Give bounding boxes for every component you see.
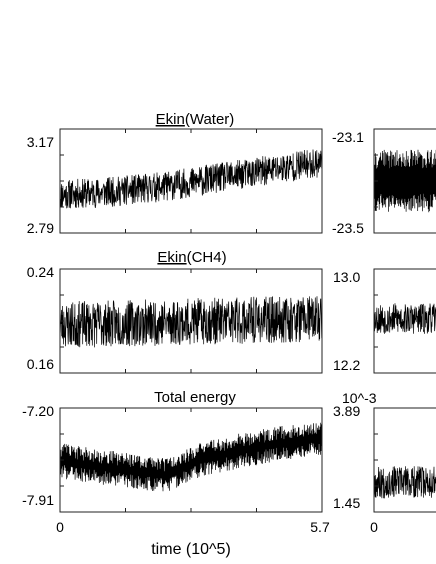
panel-ekin-ch4: Ekin(CH4) 0.24 0.16 xyxy=(27,249,323,374)
panel-right-top: -23.1 -23.5 xyxy=(332,128,436,236)
y-tick-top: 0.24 xyxy=(27,264,54,280)
y-tick-bottom: 2.79 xyxy=(27,220,54,236)
plot-frame xyxy=(59,268,323,374)
plot-area xyxy=(60,269,322,373)
plot-frame xyxy=(59,407,323,513)
panel-title: Total energy xyxy=(154,389,236,406)
y-tick-top: 13.0 xyxy=(333,269,360,285)
series-line xyxy=(374,303,436,334)
y-tick-bottom: 12.2 xyxy=(333,357,360,373)
x-tick-right: 5.7 xyxy=(310,519,330,535)
series-line xyxy=(60,149,322,209)
plot-frame xyxy=(59,128,323,234)
plot-area xyxy=(374,149,436,213)
series-line xyxy=(374,149,436,213)
panel-total-energy: Total energy -7.20 -7.91 xyxy=(22,389,323,513)
title-rest: (CH4) xyxy=(187,249,227,266)
y-tick-bottom: 1.45 xyxy=(333,495,360,511)
plot-frame xyxy=(373,128,436,234)
x-axis-label: time (10^5) xyxy=(151,541,231,558)
panel-right-middle: 13.0 12.2 xyxy=(333,268,436,374)
title-underlined: Ekin xyxy=(157,249,186,266)
plot-area xyxy=(60,408,322,512)
panel-title: Ekin(CH4) xyxy=(157,249,226,266)
y-tick-bottom: -7.91 xyxy=(22,492,54,508)
y-tick-top: -7.20 xyxy=(22,403,54,419)
panel-title: Ekin(Water) xyxy=(156,111,235,128)
series-line xyxy=(374,466,436,499)
title-rest: (Water) xyxy=(185,111,234,128)
multiplier-label: 10^-3 xyxy=(342,390,377,406)
y-tick-bottom: -23.5 xyxy=(332,220,364,236)
plot-area xyxy=(374,433,436,499)
series-line xyxy=(60,296,322,348)
title-underlined: Ekin xyxy=(156,111,185,128)
y-tick-top: -23.1 xyxy=(332,129,364,145)
panel-ekin-water: Ekin(Water) 3.17 2.79 xyxy=(27,111,323,236)
x-tick-left: 0 xyxy=(56,519,64,535)
plot-area xyxy=(374,294,436,348)
plot-area xyxy=(60,129,322,233)
y-tick-bottom: 0.16 xyxy=(27,356,54,372)
plot-frame xyxy=(373,407,436,513)
plot-frame xyxy=(373,268,436,374)
right-x-tick-left: 0 xyxy=(370,519,378,535)
series-line xyxy=(60,420,322,492)
y-tick-top: 3.17 xyxy=(27,134,54,150)
panel-right-bottom: 10^-3 3.89 1.45 xyxy=(333,390,436,513)
y-tick-top: 3.89 xyxy=(333,403,360,419)
